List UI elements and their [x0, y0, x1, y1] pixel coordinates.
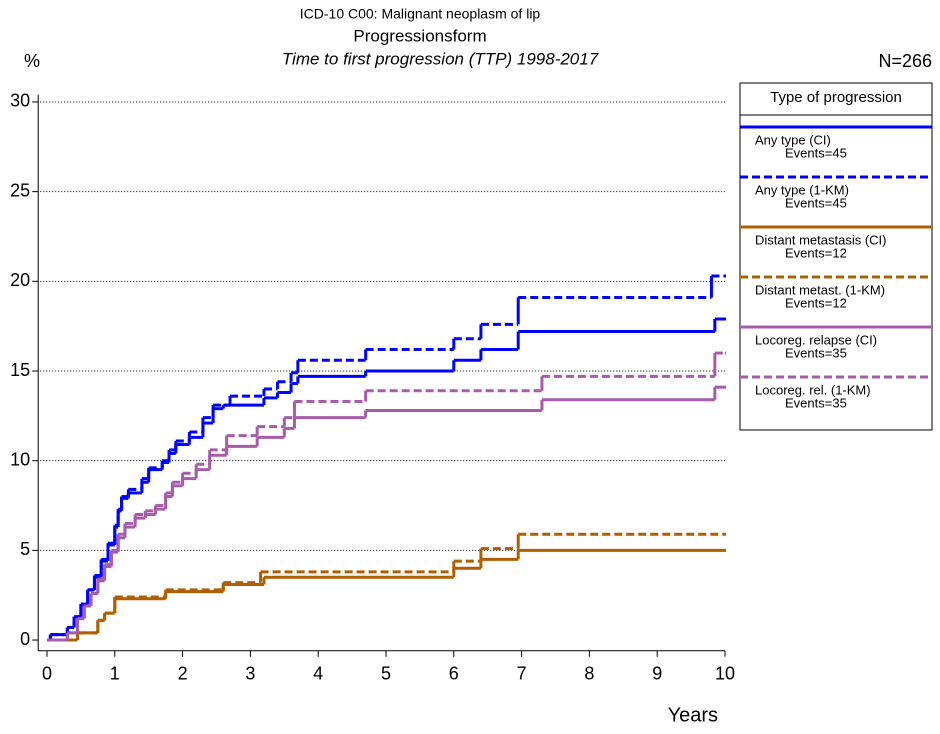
x-tick-label: 7: [517, 664, 527, 684]
y-tick-label: 20: [10, 270, 30, 290]
legend-note: Events=45: [785, 195, 847, 210]
legend-note: Events=12: [785, 295, 847, 310]
legend-note: Events=12: [785, 245, 847, 260]
x-tick-label: 0: [42, 664, 52, 684]
chart-subtitle-2: Time to first progression (TTP) 1998-201…: [282, 49, 599, 68]
y-tick-label: 10: [10, 449, 30, 469]
legend-frame: [739, 82, 933, 431]
x-tick-label: 4: [313, 664, 323, 684]
y-axis-label: %: [24, 51, 40, 71]
y-tick-label: 15: [10, 360, 30, 380]
x-tick-label: 1: [110, 664, 120, 684]
n-label: N=266: [878, 51, 932, 71]
x-tick-label: 9: [652, 664, 662, 684]
y-tick-label: 30: [10, 91, 30, 111]
legend-title: Type of progression: [770, 89, 902, 106]
legend-note: Events=35: [785, 345, 847, 360]
x-tick-label: 6: [449, 664, 459, 684]
chart-title: ICD-10 C00: Malignant neoplasm of lip: [300, 6, 541, 22]
legend-label: Locoreg. relapse (CI): [755, 332, 877, 347]
y-tick-label: 25: [10, 180, 30, 200]
x-tick-label: 3: [245, 664, 255, 684]
legend-label: Any type (CI): [755, 132, 831, 147]
legend-note: Events=45: [785, 145, 847, 160]
x-tick-label: 5: [381, 664, 391, 684]
legend-label: Distant metastasis (CI): [755, 232, 886, 247]
x-tick-label: 2: [178, 664, 188, 684]
x-axis-label: Years: [668, 704, 718, 726]
y-tick-label: 5: [20, 539, 30, 559]
chart-subtitle: Progressionsform: [353, 26, 486, 45]
x-tick-label: 8: [584, 664, 594, 684]
legend-label: Distant metast. (1-KM): [755, 282, 885, 297]
legend-label: Locoreg. rel. (1-KM): [755, 382, 871, 397]
legend-note: Events=35: [785, 395, 847, 410]
legend-label: Any type (1-KM): [755, 182, 849, 197]
x-tick-label: 10: [715, 664, 735, 684]
y-tick-label: 0: [20, 629, 30, 649]
